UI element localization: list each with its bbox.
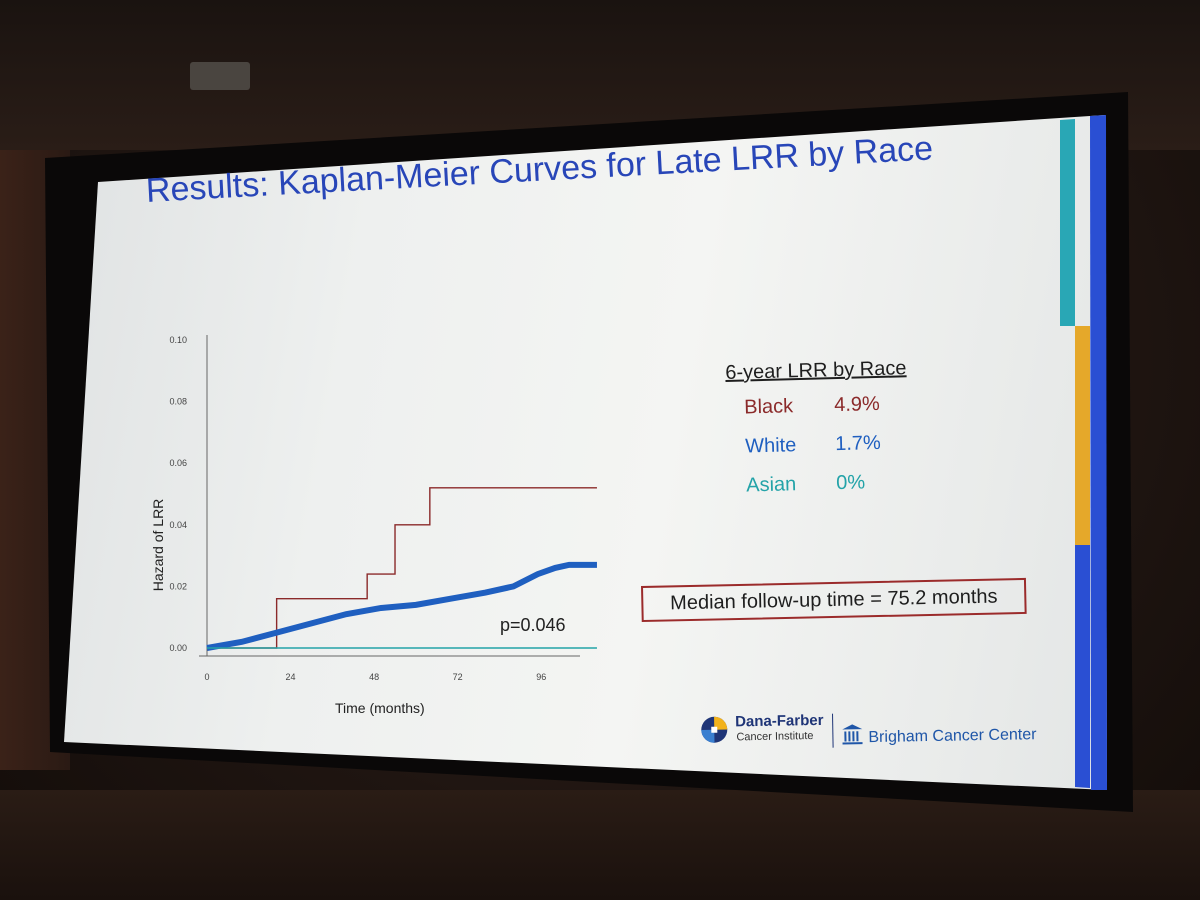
legend-name: White [744,434,797,458]
legend-value: 1.7% [834,431,882,456]
legend-row-black: Black 4.9% [726,380,908,424]
dana-farber-logo-icon [701,716,728,743]
y-tick-label: 0.02 [169,581,187,591]
race-lrr-legend: 6-year LRR by Race Black 4.9% White 1.7%… [725,357,910,502]
projector-fixture [190,62,250,90]
km-curve-white [206,561,597,651]
legend-name: Black [743,395,794,419]
y-tick-label: 0.10 [169,335,187,345]
legend-row-asian: Asian 0% [728,458,910,502]
x-tick-label: 72 [453,672,463,682]
legend-row-white: White 1.7% [727,419,909,463]
chart-axes: 0.00 0.02 0.04 0.06 0.08 0.10 0 24 48 72 96 [169,335,580,682]
legend-name: Asian [745,473,797,497]
room-floor [0,790,1200,900]
chart-series [206,487,597,651]
y-tick-label: 0.00 [169,643,187,653]
legend-value: 4.9% [833,392,881,417]
chart-xlabel: Time (months) [335,700,425,716]
legend-value: 0% [835,471,866,495]
y-tick-label: 0.06 [169,458,187,468]
chart-ylabel: Hazard of LRR [150,499,166,592]
y-tick-label: 0.04 [169,520,187,530]
accent-bar-blue-right [1090,115,1107,790]
y-tick-label: 0.08 [169,397,187,407]
brigham-building-icon [842,724,863,745]
x-tick-label: 96 [536,672,546,682]
accent-bar-gold [1075,326,1090,545]
km-curve-black [207,487,597,649]
brigham-name: Brigham Cancer Center [868,726,1037,747]
accent-bar-blue-bottom [1075,545,1090,788]
x-tick-label: 0 [204,672,209,682]
dana-farber-name: Dana-Farber [734,711,824,731]
x-tick-label: 48 [369,672,379,682]
x-tick-label: 24 [286,672,296,682]
dana-farber-subtitle: Cancer Institute [736,730,814,744]
p-value-label: p=0.046 [500,615,566,635]
accent-bar-teal [1060,119,1075,326]
